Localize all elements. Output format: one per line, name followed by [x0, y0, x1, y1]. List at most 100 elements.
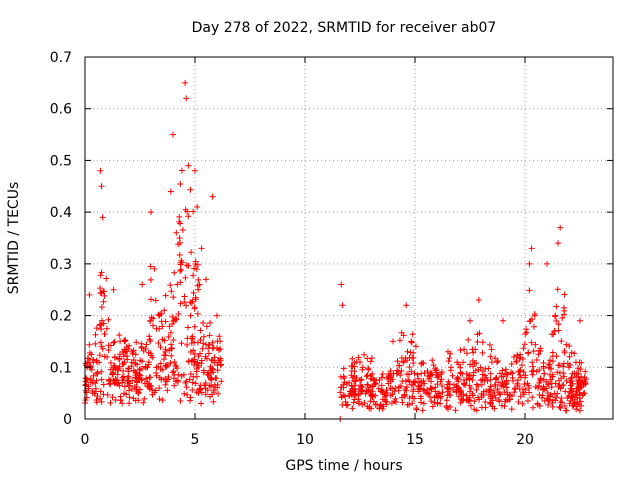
- data-point: [207, 367, 214, 374]
- data-point: [168, 352, 175, 359]
- data-point: [121, 383, 128, 390]
- data-point: [162, 348, 169, 355]
- data-point: [555, 321, 562, 328]
- data-point: [200, 340, 207, 347]
- data-point: [434, 394, 441, 401]
- data-point: [463, 376, 470, 383]
- data-point: [178, 266, 185, 273]
- data-point: [187, 186, 194, 193]
- data-point: [563, 378, 570, 385]
- data-point: [439, 383, 446, 390]
- data-point: [146, 336, 153, 343]
- data-point: [189, 335, 196, 342]
- data-point: [493, 374, 500, 381]
- data-point: [346, 388, 353, 395]
- data-point: [173, 229, 180, 236]
- data-point: [533, 357, 540, 364]
- data-point: [365, 365, 372, 372]
- data-point: [130, 357, 137, 364]
- data-point: [487, 383, 494, 390]
- data-point: [567, 397, 574, 404]
- data-point: [129, 348, 136, 355]
- data-point: [132, 369, 139, 376]
- data-point: [167, 188, 174, 195]
- data-point: [483, 388, 490, 395]
- data-point: [479, 339, 486, 346]
- data-point: [508, 406, 515, 413]
- data-point: [198, 245, 205, 252]
- data-point: [173, 316, 180, 323]
- data-point: [520, 369, 527, 376]
- data-point: [569, 387, 576, 394]
- data-point: [151, 265, 158, 272]
- data-point: [517, 393, 524, 400]
- data-point: [404, 357, 411, 364]
- data-point: [90, 359, 97, 366]
- data-point: [101, 353, 108, 360]
- x-tick-label: 0: [81, 432, 90, 448]
- data-point: [157, 311, 164, 318]
- data-point: [211, 381, 218, 388]
- data-point: [398, 367, 405, 374]
- data-point: [404, 370, 411, 377]
- data-point: [473, 360, 480, 367]
- data-point: [114, 367, 121, 374]
- data-point: [528, 245, 535, 252]
- data-point: [554, 390, 561, 397]
- data-point: [573, 385, 580, 392]
- data-point: [521, 341, 528, 348]
- data-point: [203, 276, 209, 283]
- data-point: [535, 382, 542, 389]
- data-point: [558, 399, 565, 406]
- data-point: [445, 378, 452, 385]
- data-point: [396, 362, 403, 369]
- data-point: [408, 339, 415, 346]
- data-point: [181, 390, 188, 397]
- data-point: [99, 345, 106, 352]
- data-point: [405, 376, 412, 383]
- data-point: [530, 323, 537, 330]
- data-point: [573, 373, 580, 380]
- data-point: [391, 398, 398, 405]
- data-point: [471, 406, 478, 413]
- y-tick-label: 0.1: [50, 360, 72, 376]
- data-point: [194, 359, 201, 366]
- data-point: [355, 354, 362, 361]
- data-point: [204, 371, 211, 378]
- data-point: [421, 387, 428, 394]
- data-point: [105, 342, 112, 349]
- data-point: [562, 407, 569, 414]
- data-point: [210, 389, 217, 396]
- data-point: [82, 360, 89, 367]
- data-point: [398, 394, 405, 401]
- data-point: [162, 292, 169, 299]
- data-point: [400, 358, 407, 365]
- data-point: [200, 319, 207, 326]
- data-point: [184, 324, 191, 331]
- data-point: [207, 319, 214, 326]
- data-point: [147, 263, 154, 270]
- data-point: [153, 369, 160, 376]
- data-point: [525, 349, 532, 356]
- data-point: [147, 276, 154, 283]
- data-point: [432, 388, 439, 395]
- data-point: [519, 355, 526, 362]
- data-point: [520, 345, 527, 352]
- data-point: [427, 385, 434, 392]
- data-point: [474, 331, 481, 338]
- data-point: [107, 360, 114, 367]
- data-point: [193, 266, 200, 273]
- data-point: [86, 349, 93, 356]
- data-point: [191, 305, 198, 312]
- data-point: [195, 276, 202, 283]
- data-point: [404, 401, 411, 408]
- data-point: [460, 396, 467, 403]
- data-point: [121, 359, 128, 366]
- data-point: [89, 377, 96, 384]
- data-point: [489, 359, 495, 366]
- data-point: [478, 404, 485, 411]
- data-point: [178, 340, 185, 347]
- data-point: [370, 398, 377, 405]
- data-point: [145, 349, 152, 356]
- data-point: [205, 350, 212, 357]
